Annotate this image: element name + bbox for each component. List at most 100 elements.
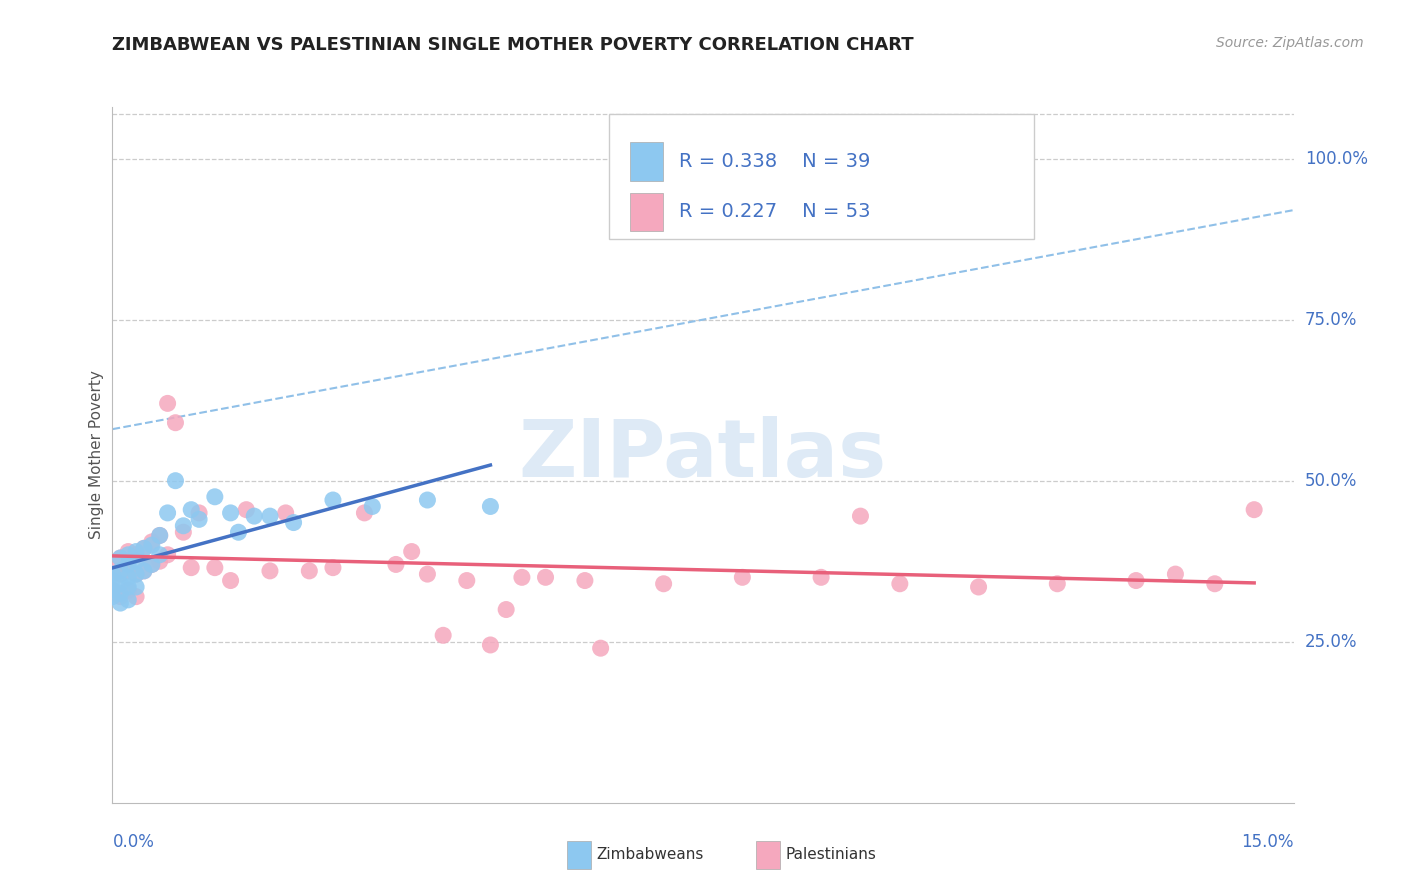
Point bbox=[156, 548, 179, 562]
Text: 25.0%: 25.0% bbox=[1305, 632, 1357, 651]
Point bbox=[110, 586, 132, 600]
Point bbox=[110, 596, 132, 610]
Point bbox=[141, 534, 163, 549]
Point bbox=[101, 564, 124, 578]
Point bbox=[432, 628, 454, 642]
Point bbox=[101, 567, 124, 582]
FancyBboxPatch shape bbox=[756, 841, 780, 869]
Point bbox=[274, 506, 297, 520]
Point bbox=[810, 570, 832, 584]
Point bbox=[534, 570, 557, 584]
Point bbox=[172, 525, 194, 540]
Point bbox=[141, 558, 163, 572]
Point bbox=[110, 551, 132, 566]
Point bbox=[510, 570, 533, 584]
Point bbox=[204, 560, 226, 574]
Point bbox=[1125, 574, 1147, 588]
Point bbox=[149, 528, 172, 542]
Point bbox=[132, 564, 155, 578]
Point bbox=[479, 638, 502, 652]
Text: ZIPatlas: ZIPatlas bbox=[519, 416, 887, 494]
Point bbox=[228, 525, 250, 540]
Text: 15.0%: 15.0% bbox=[1241, 833, 1294, 851]
FancyBboxPatch shape bbox=[630, 193, 662, 231]
Point bbox=[117, 583, 139, 598]
Point bbox=[149, 548, 172, 562]
Text: R = 0.227    N = 53: R = 0.227 N = 53 bbox=[679, 202, 870, 221]
Text: 0.0%: 0.0% bbox=[112, 833, 155, 851]
Point bbox=[416, 493, 439, 508]
Point bbox=[574, 574, 596, 588]
Point bbox=[101, 583, 124, 598]
Point bbox=[110, 590, 132, 604]
Text: Zimbabweans: Zimbabweans bbox=[596, 847, 704, 863]
Point bbox=[1164, 567, 1187, 582]
FancyBboxPatch shape bbox=[630, 143, 662, 181]
Point bbox=[141, 558, 163, 572]
Point bbox=[110, 576, 132, 591]
Point bbox=[125, 544, 148, 558]
Point bbox=[204, 490, 226, 504]
Point bbox=[125, 580, 148, 594]
Point bbox=[401, 544, 423, 558]
Point bbox=[243, 509, 266, 524]
Text: R = 0.338    N = 39: R = 0.338 N = 39 bbox=[679, 153, 870, 171]
Point bbox=[125, 590, 148, 604]
Point bbox=[1046, 576, 1069, 591]
Text: Source: ZipAtlas.com: Source: ZipAtlas.com bbox=[1216, 36, 1364, 50]
Text: 50.0%: 50.0% bbox=[1305, 472, 1357, 490]
Text: ZIMBABWEAN VS PALESTINIAN SINGLE MOTHER POVERTY CORRELATION CHART: ZIMBABWEAN VS PALESTINIAN SINGLE MOTHER … bbox=[112, 36, 914, 54]
Point bbox=[188, 506, 211, 520]
Point bbox=[456, 574, 478, 588]
Point bbox=[361, 500, 384, 514]
Point bbox=[298, 564, 321, 578]
Point bbox=[125, 554, 148, 568]
Point bbox=[652, 576, 675, 591]
Text: 100.0%: 100.0% bbox=[1305, 150, 1368, 168]
FancyBboxPatch shape bbox=[609, 114, 1033, 239]
Point bbox=[180, 502, 202, 516]
Point bbox=[156, 396, 179, 410]
Text: 75.0%: 75.0% bbox=[1305, 310, 1357, 328]
Point bbox=[849, 509, 872, 524]
Point bbox=[101, 583, 124, 598]
Point bbox=[132, 541, 155, 556]
Point bbox=[156, 506, 179, 520]
Point bbox=[219, 506, 242, 520]
Point bbox=[385, 558, 408, 572]
Point bbox=[589, 641, 612, 656]
Point bbox=[1204, 576, 1226, 591]
Y-axis label: Single Mother Poverty: Single Mother Poverty bbox=[89, 370, 104, 540]
Point bbox=[117, 548, 139, 562]
Point bbox=[117, 592, 139, 607]
Point bbox=[165, 416, 187, 430]
Point bbox=[117, 580, 139, 594]
Point bbox=[889, 576, 911, 591]
Text: Palestinians: Palestinians bbox=[786, 847, 876, 863]
Point bbox=[117, 570, 139, 584]
Point bbox=[259, 509, 281, 524]
Point bbox=[172, 518, 194, 533]
Point bbox=[110, 567, 132, 582]
Point bbox=[132, 564, 155, 578]
Point bbox=[141, 538, 163, 552]
Point bbox=[283, 516, 305, 530]
Point bbox=[495, 602, 517, 616]
Point bbox=[101, 590, 124, 604]
Point bbox=[117, 564, 139, 578]
Point bbox=[117, 544, 139, 558]
Point bbox=[322, 560, 344, 574]
Point bbox=[101, 574, 124, 588]
Point bbox=[125, 567, 148, 582]
Point bbox=[125, 548, 148, 562]
Point bbox=[416, 567, 439, 582]
Point bbox=[353, 506, 375, 520]
Point bbox=[235, 502, 257, 516]
Point bbox=[110, 551, 132, 566]
Point bbox=[219, 574, 242, 588]
FancyBboxPatch shape bbox=[567, 841, 591, 869]
Point bbox=[110, 564, 132, 578]
Point bbox=[149, 554, 172, 568]
Point bbox=[1243, 502, 1265, 516]
Point bbox=[967, 580, 990, 594]
